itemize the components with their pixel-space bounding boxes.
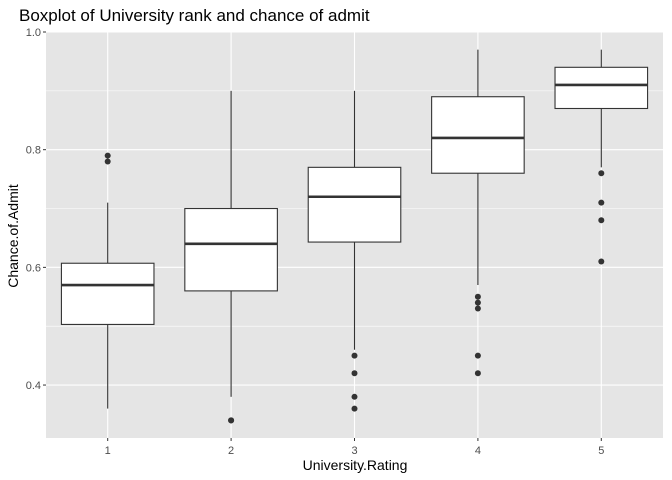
x-tick-label: 1 [105,445,111,457]
x-tick-label: 3 [351,445,357,457]
outlier-point [104,158,111,165]
y-tick-label: 0.6 [26,262,41,274]
y-tick-label: 1.0 [26,27,41,39]
x-axis: 1 2 3 4 5 [105,438,604,457]
box-iqr [307,166,402,243]
box-iqr [60,262,155,325]
chart-title: Boxplot of University rank and chance of… [19,6,370,25]
outlier-point [351,352,358,359]
y-axis-label: Chance.of.Admit [5,184,21,288]
box-1 [60,152,155,409]
x-tick-label: 5 [598,445,604,457]
outlier-point [351,370,358,377]
y-tick-label: 0.4 [26,380,41,392]
box-iqr [554,66,649,110]
outlier-point [474,293,481,300]
box-3 [307,90,402,412]
outlier-point [598,217,605,224]
outlier-point [351,405,358,412]
outlier-point [228,417,235,424]
outlier-point [598,258,605,265]
box-5 [554,49,649,265]
box-2 [184,90,278,424]
outlier-point [474,370,481,377]
outlier-point [598,199,605,206]
boxes [60,49,649,424]
outlier-point [474,299,481,306]
x-tick-label: 4 [475,445,481,457]
x-tick-label: 2 [228,445,234,457]
box-4 [431,49,525,377]
outlier-point [474,352,481,359]
box-iqr [431,96,525,174]
outlier-point [351,393,358,400]
x-axis-label: University.Rating [303,457,408,473]
outlier-point [104,152,111,159]
outlier-point [598,170,605,177]
y-tick-label: 0.8 [26,145,41,157]
outlier-point [474,305,481,312]
box-iqr [184,207,278,292]
y-axis: 0.4 0.6 0.8 1.0 [26,27,46,392]
